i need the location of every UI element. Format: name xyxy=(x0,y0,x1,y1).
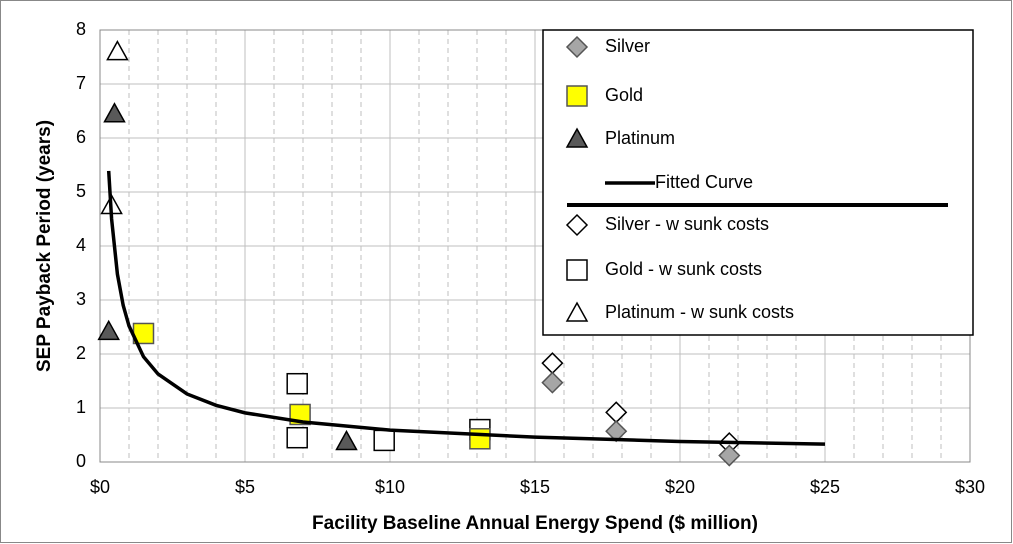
y-tick-label: 6 xyxy=(76,127,86,147)
legend-label: Silver - w sunk costs xyxy=(605,214,769,234)
legend-label: Gold - w sunk costs xyxy=(605,259,762,279)
triangle-marker xyxy=(97,319,120,341)
diamond-marker xyxy=(565,213,589,237)
square-marker xyxy=(469,428,491,450)
legend-label: Silver xyxy=(605,36,650,56)
triangle-marker xyxy=(335,429,358,451)
square-marker xyxy=(286,426,308,449)
fitted-curve xyxy=(106,170,826,446)
legend-label: Gold xyxy=(605,85,643,105)
x-tick-label: $0 xyxy=(90,477,110,497)
diamond-marker xyxy=(541,371,564,394)
x-tick-label: $25 xyxy=(810,477,840,497)
x-tick-label: $10 xyxy=(375,477,405,497)
diamond-marker xyxy=(565,35,589,59)
y-axis-label: SEP Payback Period (years) xyxy=(34,120,55,372)
square-marker xyxy=(286,372,308,395)
y-tick-label: 8 xyxy=(76,19,86,39)
y-tick-label: 3 xyxy=(76,289,86,309)
triangle-marker xyxy=(106,40,129,61)
y-tick-label: 4 xyxy=(76,235,86,255)
x-tick-label: $5 xyxy=(235,477,255,497)
y-tick-label: 0 xyxy=(76,451,86,471)
triangle-marker xyxy=(103,102,126,123)
square-marker xyxy=(566,259,588,281)
y-tick-label: 1 xyxy=(76,397,86,417)
x-tick-label: $20 xyxy=(665,477,695,497)
triangle-marker xyxy=(565,301,589,322)
y-tick-label: 2 xyxy=(76,343,86,363)
y-tick-label: 5 xyxy=(76,181,86,201)
legend-label: Platinum - w sunk costs xyxy=(605,302,794,322)
square-marker xyxy=(373,429,395,452)
x-tick-label: $15 xyxy=(520,477,550,497)
x-axis-label: Facility Baseline Annual Energy Spend ($… xyxy=(312,513,758,534)
y-tick-label: 7 xyxy=(76,73,86,93)
diamond-marker xyxy=(718,444,741,467)
legend: Silver Gold Platinum Fitted Curve Silver - w… xyxy=(542,29,974,336)
x-tick-label: $30 xyxy=(955,477,985,497)
square-marker xyxy=(566,85,588,107)
triangle-marker xyxy=(565,127,589,148)
legend-label: Fitted Curve xyxy=(655,172,753,192)
legend-label: Platinum xyxy=(605,128,675,148)
